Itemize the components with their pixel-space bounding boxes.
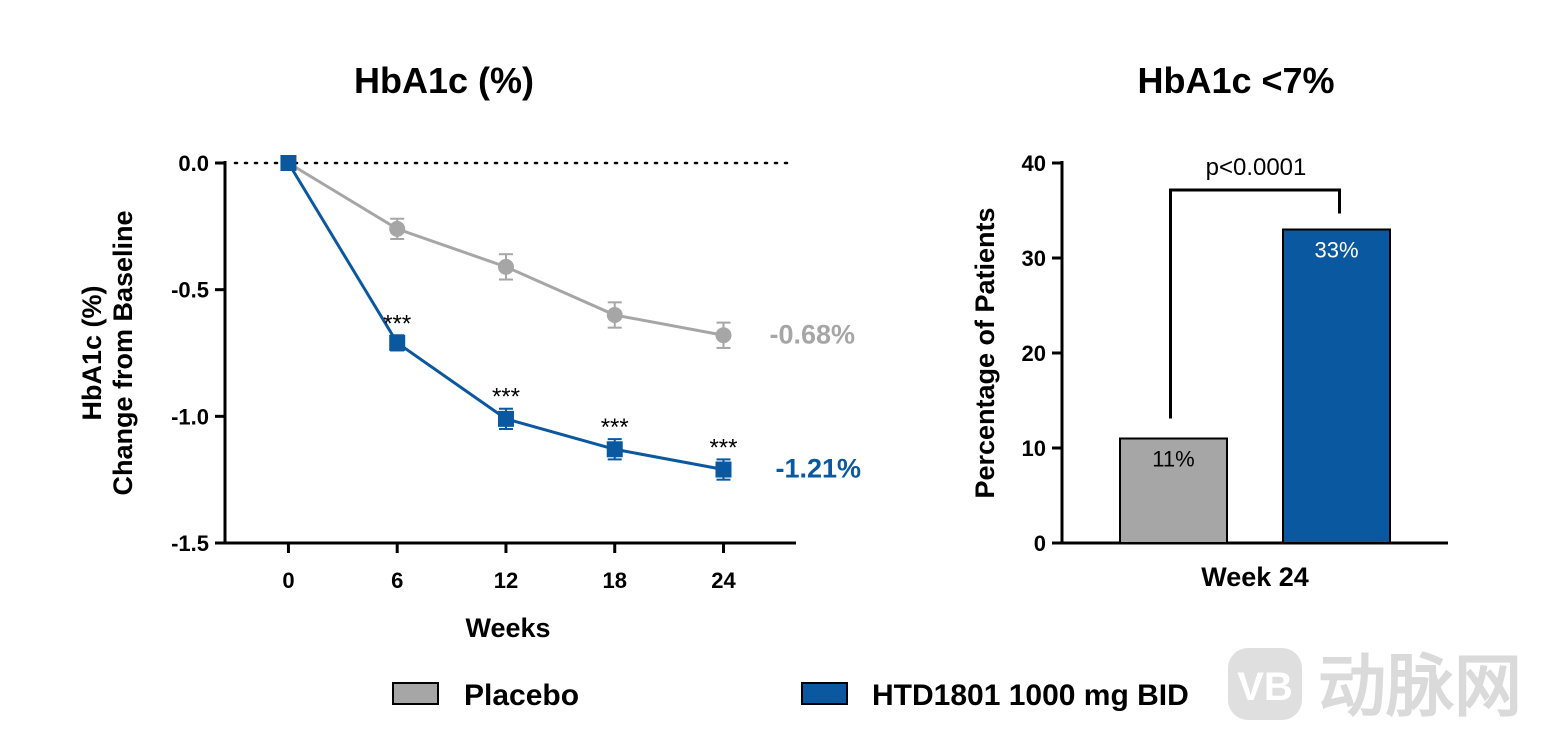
line-chart-x-tick-label: 12 [494,568,518,593]
legend-label-htd1801: HTD1801 1000 mg BID [872,679,1189,712]
line-chart-x-label: Weeks [465,613,550,643]
bar-chart-y-ticks: 0 10 20 30 40 [1022,151,1062,556]
line-chart-x-tick-label: 0 [282,568,294,593]
bar-value-label: 33% [1314,238,1358,263]
data-point-htd1801 [606,441,623,458]
bar-chart-y-tick-label: 40 [1022,151,1046,176]
bar-chart-y-tick-label: 10 [1022,436,1046,461]
bar-chart-bars: 11% 33% [1119,228,1391,544]
bar-chart-y-label: Percentage of Patients [970,207,1000,498]
watermark-logo-letters: VB [1237,665,1293,709]
data-point-htd1801 [280,155,297,171]
legend-swatch-htd1801 [801,682,848,705]
bar-value-label: 11% [1152,447,1194,472]
watermark-text: 动脉网 [1318,649,1522,725]
legend-label-placebo: Placebo [464,679,579,712]
watermark-logo-icon [1228,648,1302,720]
significance-stars: *** [709,434,737,461]
line-chart-series: -0.68% *** *** *** *** -1.21% [280,155,861,484]
significance-stars: *** [492,384,520,411]
bar-chart-y-tick-label: 20 [1022,341,1046,366]
line-chart-y-ticks: 0.0 -0.5 -1.0 -1.5 [171,151,225,556]
bar-placebo [1119,437,1228,544]
line-chart-y-label-line2: Change from Baseline [108,210,138,495]
p-value-label: p<0.0001 [1206,154,1307,181]
line-chart-x-tick-label: 24 [711,568,736,593]
line-chart-y-tick-label: 0.0 [178,151,209,176]
line-chart-y-tick-label: -1.5 [171,531,209,556]
series-line [287,161,724,337]
line-chart-y-tick-label: -1.0 [171,404,209,429]
line-chart-title: HbA1c (%) [354,60,534,101]
significance-bracket [1169,188,1341,419]
bar-htd1801 [1282,228,1391,544]
bar-chart-title: HbA1c <7% [1137,60,1334,101]
line-chart-x-tick-label: 6 [391,568,403,593]
data-point-placebo [389,220,406,237]
data-point-htd1801 [497,410,514,427]
line-chart-y-tick-label: -0.5 [171,278,209,303]
line-chart-x-tick-label: 18 [602,568,626,593]
series-end-label: -0.68% [769,319,855,349]
line-chart-x-ticks: 0 6 12 18 24 [282,543,736,593]
watermark: VB 动脉网 [1228,648,1522,725]
bar-chart-y-tick-label: 30 [1022,246,1046,271]
data-point-placebo [606,307,623,323]
data-point-htd1801 [715,461,732,478]
significance-stars: *** [383,310,411,337]
bar-chart: HbA1c <7% 0 10 20 30 40 Percentage of Patien… [970,60,1448,592]
bar-chart-category-label: Week 24 [1201,562,1309,592]
line-chart-y-label-line1: HbA1c (%) [77,285,107,420]
bar-chart-y-tick-label: 0 [1034,531,1046,556]
series-end-label: -1.21% [775,454,861,484]
data-point-htd1801 [389,334,406,351]
legend-swatch-placebo [392,682,439,705]
legend: Placebo HTD1801 1000 mg BID [392,679,1189,712]
data-point-placebo [715,327,732,344]
data-point-placebo [497,258,514,275]
significance-stars: *** [601,414,629,441]
line-chart: HbA1c (%) 0.0 -0.5 -1.0 -1.5 0 6 12 18 24 Weeks… [77,60,861,643]
